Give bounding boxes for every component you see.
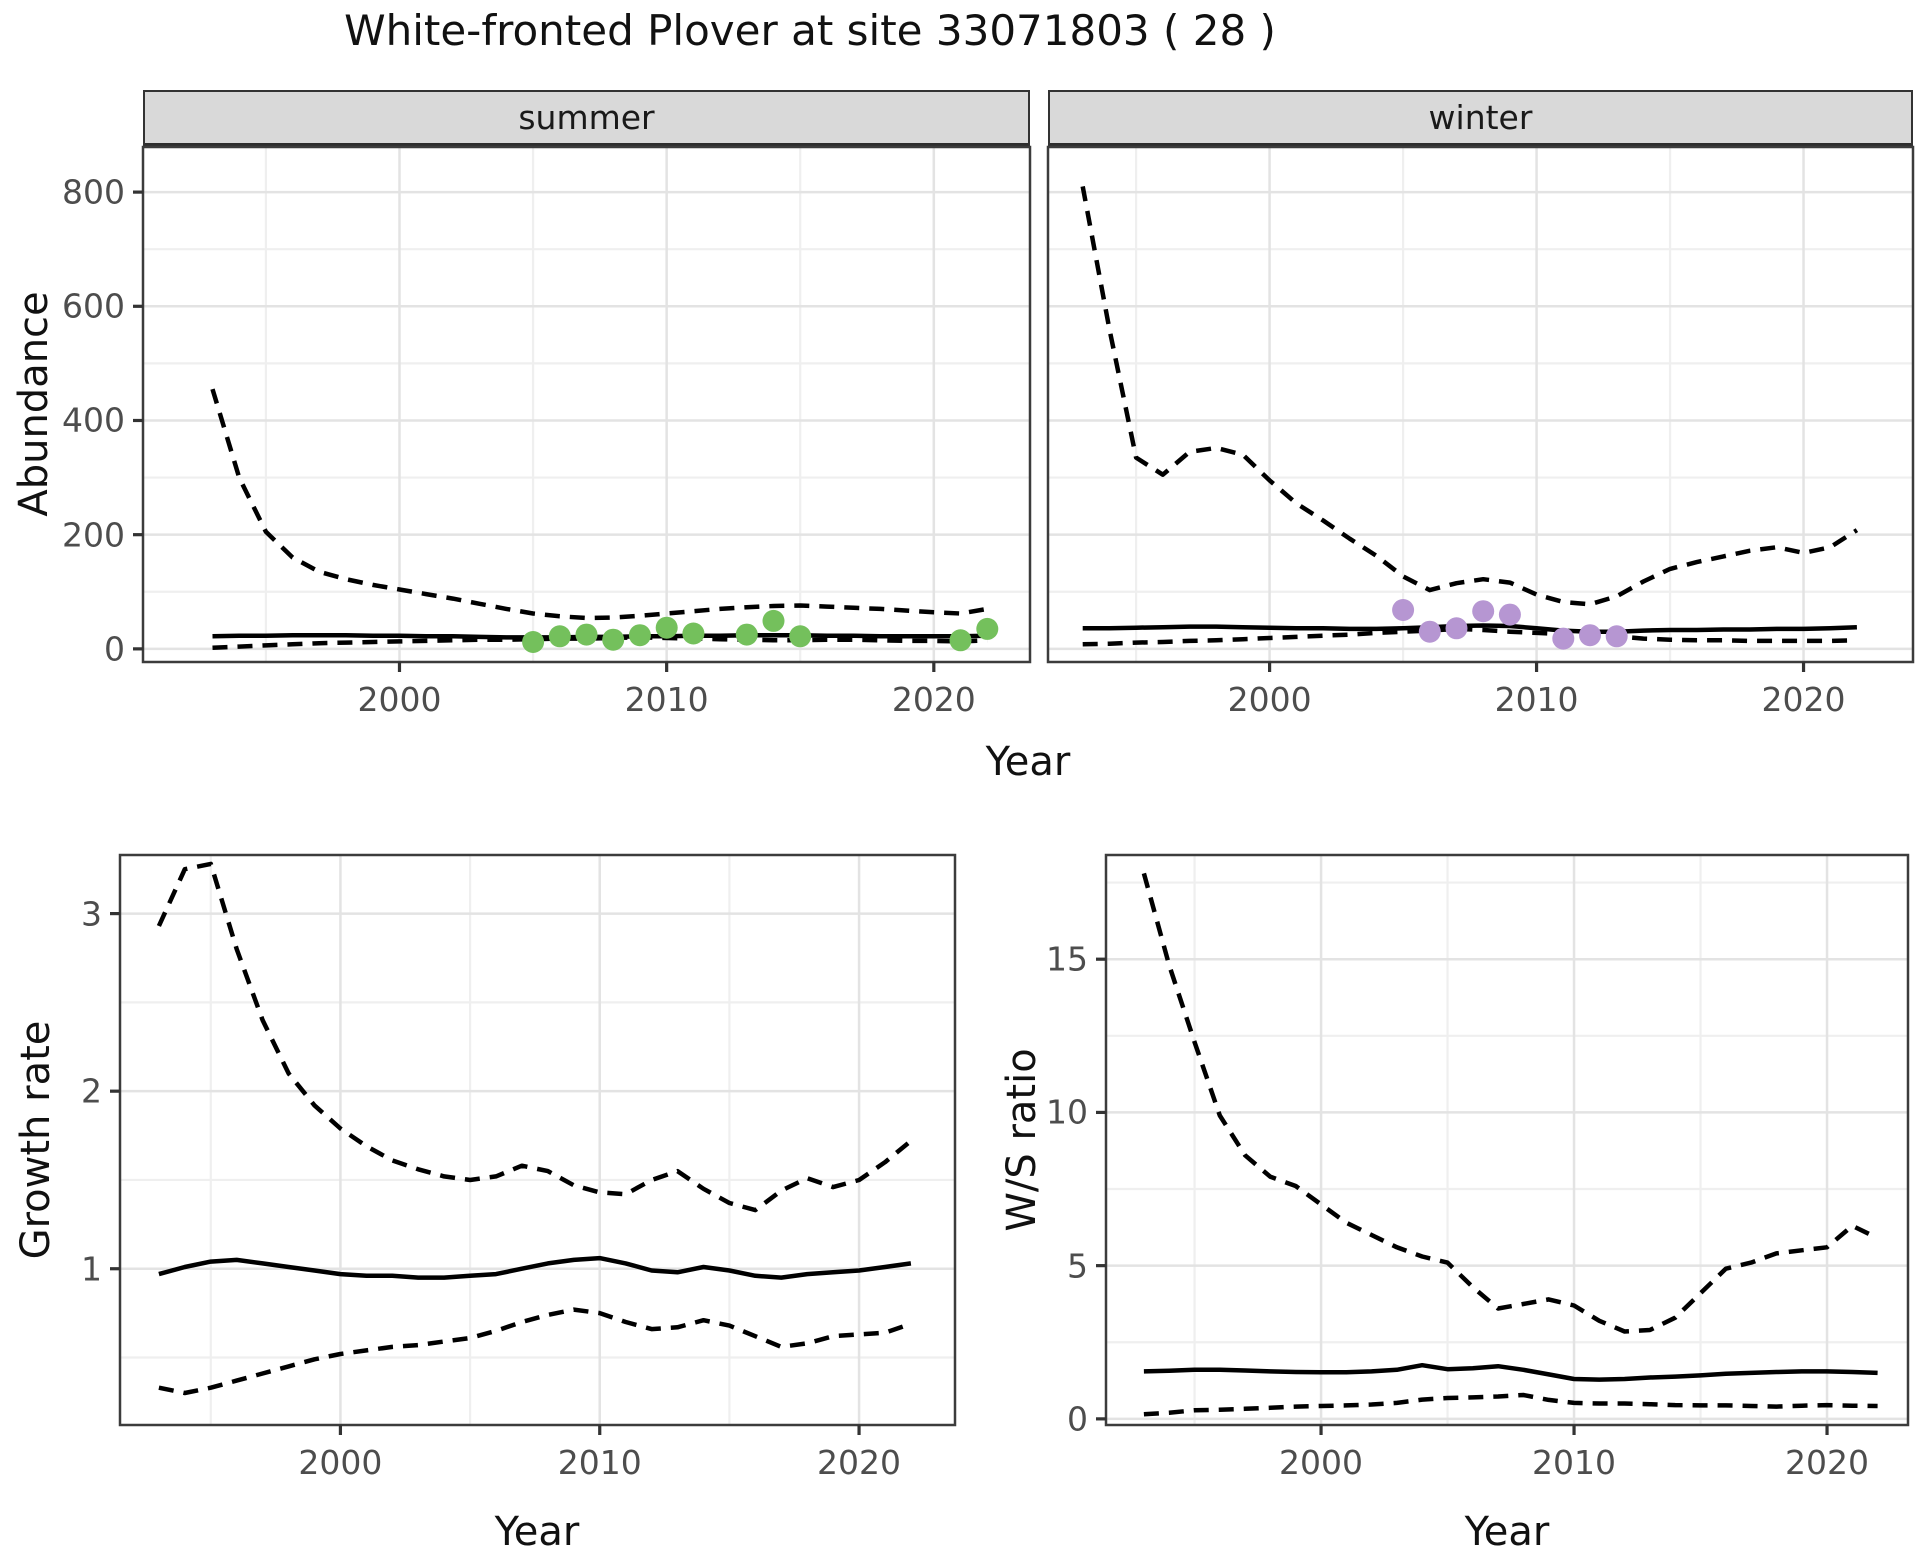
panel-winter <box>1046 145 1915 672</box>
observation-point <box>1498 603 1521 626</box>
gridlines <box>120 855 955 1425</box>
panel-growth <box>110 853 957 1435</box>
x-tick-label-winter-2000: 2000 <box>1227 680 1312 719</box>
observation-point <box>1605 625 1628 648</box>
gridlines <box>143 147 1030 662</box>
x-tick-label-growth-2010: 2010 <box>557 1443 642 1482</box>
x-axis-title-top: Year <box>985 739 1071 785</box>
x-tick-label-winter-2020: 2020 <box>1761 680 1846 719</box>
series-upper-dashed <box>210 388 988 621</box>
observation-point <box>548 625 571 648</box>
winter-observations <box>1392 599 1628 650</box>
series-lower-dashed <box>158 1307 912 1396</box>
panel-border <box>1104 853 1910 1427</box>
series-solid-estimate <box>1143 1362 1878 1382</box>
observation-point <box>1552 627 1575 650</box>
panel-border <box>141 145 1032 664</box>
observation-point <box>1392 599 1415 621</box>
observation-point <box>522 631 545 653</box>
summer-observations <box>522 609 999 653</box>
observation-point <box>949 629 972 652</box>
facet-strip-winter-label: winter <box>1428 98 1533 137</box>
observation-point <box>762 609 785 632</box>
panel-border <box>118 853 957 1427</box>
x-tick-label-ws-2010: 2010 <box>1532 1443 1617 1482</box>
observation-point <box>1418 620 1441 643</box>
y-tick-label-summer-800: 800 <box>62 172 125 212</box>
x-axis-title-bottom-left: Year <box>494 1509 580 1555</box>
series-lower-dashed <box>1082 626 1857 647</box>
observation-point <box>575 623 598 646</box>
x-tick-label-winter-2010: 2010 <box>1494 680 1579 719</box>
x-tick-label-ws-2020: 2020 <box>1785 1443 1870 1482</box>
gridlines <box>1106 855 1908 1425</box>
x-axis-title-bottom-right: Year <box>1464 1509 1550 1555</box>
x-tick-label-summer-2010: 2010 <box>624 680 709 719</box>
x-tick-label-summer-2000: 2000 <box>357 680 442 719</box>
panel-border <box>1046 145 1915 664</box>
x-tick-label-summer-2020: 2020 <box>891 680 976 719</box>
gridlines <box>1048 147 1913 662</box>
x-tick-label-growth-2000: 2000 <box>298 1443 383 1482</box>
observation-point <box>682 622 705 645</box>
observation-point <box>628 624 651 647</box>
series-lower-dashed <box>212 635 988 650</box>
y-tick-label-summer-600: 600 <box>62 286 125 326</box>
observation-point <box>735 623 758 646</box>
y-tick-label-ws-10: 10 <box>1046 1092 1088 1132</box>
facet-strip-summer: summer <box>143 90 1030 148</box>
y-tick-label-summer-0: 0 <box>104 629 125 669</box>
observation-point <box>602 628 625 651</box>
panel-summer <box>133 145 1032 672</box>
series-solid-estimate <box>1082 623 1857 634</box>
x-tick-label-ws-2000: 2000 <box>1279 1443 1364 1482</box>
series-solid-estimate <box>158 1255 912 1280</box>
observation-point <box>976 617 999 640</box>
y-tick-label-summer-200: 200 <box>62 515 125 555</box>
panel-background <box>143 147 1030 662</box>
panel-background <box>1048 147 1913 662</box>
y-tick-label-growth-3: 3 <box>81 894 102 934</box>
facet-strip-winter: winter <box>1048 90 1913 148</box>
y-tick-label-ws-0: 0 <box>1067 1399 1088 1439</box>
panel-background <box>1106 855 1908 1425</box>
x-tick-label-growth-2020: 2020 <box>817 1443 902 1482</box>
observation-point <box>655 616 678 639</box>
facet-strip-summer-label: summer <box>518 98 655 137</box>
panel-ws <box>1096 853 1910 1435</box>
y-tick-label-growth-1: 1 <box>81 1249 102 1289</box>
observation-point <box>1579 624 1601 647</box>
y-tick-label-ws-5: 5 <box>1067 1246 1088 1286</box>
observation-point <box>789 625 812 648</box>
page-title: White-fronted Plover at site 33071803 ( … <box>344 6 1276 55</box>
series-lower-dashed <box>1143 1392 1878 1417</box>
observation-point <box>1472 600 1495 623</box>
y-tick-label-growth-2: 2 <box>81 1071 102 1111</box>
series-upper-dashed <box>1141 872 1879 1334</box>
y-tick-label-summer-400: 400 <box>62 400 125 440</box>
series-upper-dashed <box>156 861 913 1213</box>
observation-point <box>1445 617 1468 640</box>
y-tick-label-ws-15: 15 <box>1046 939 1088 979</box>
panel-background <box>120 855 955 1425</box>
